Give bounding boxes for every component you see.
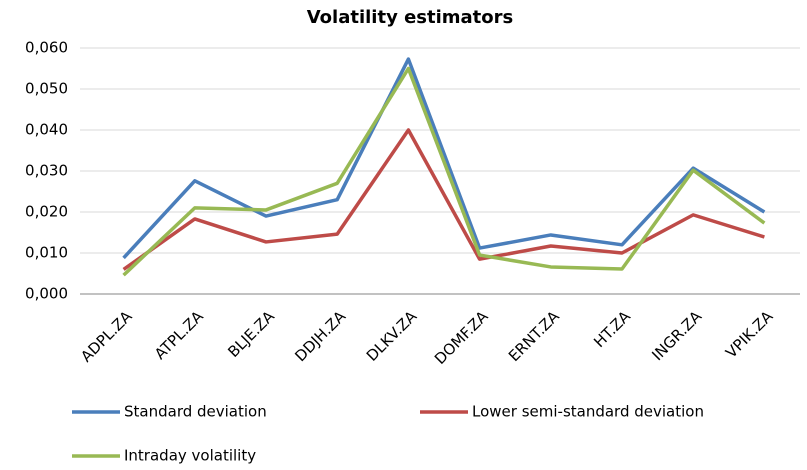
x-tick-label: ERNT.ZA (505, 307, 563, 365)
x-tick-label: VPIK.ZA (722, 307, 777, 362)
x-tick-label: DDJH.ZA (291, 307, 349, 365)
series-line (122, 57, 766, 260)
legend-label: Standard deviation (124, 403, 267, 421)
x-tick-label: BLJE.ZA (224, 307, 278, 361)
x-tick-label: INGR.ZA (648, 307, 705, 364)
x-tick-label: ADPL.ZA (77, 307, 136, 366)
legend-label: Lower semi-standard deviation (472, 403, 704, 421)
chart-title: Volatility estimators (307, 7, 514, 28)
y-tick-label: 0,060 (25, 39, 68, 57)
y-tick-label: 0,000 (25, 285, 68, 303)
series-line (122, 128, 765, 271)
y-tick-label: 0,020 (25, 203, 68, 221)
x-tick-label: ATPL.ZA (151, 307, 207, 363)
x-tick-label: DOMF.ZA (431, 307, 492, 368)
x-tick-label: HT.ZA (590, 307, 634, 351)
y-tick-label: 0,050 (25, 80, 68, 98)
x-tick-label: DLKV.ZA (363, 307, 421, 365)
y-tick-label: 0,040 (25, 121, 68, 139)
y-tick-label: 0,030 (25, 162, 68, 180)
series-line (122, 66, 766, 277)
y-tick-label: 0,010 (25, 244, 68, 262)
legend-label: Intraday volatility (124, 447, 256, 465)
